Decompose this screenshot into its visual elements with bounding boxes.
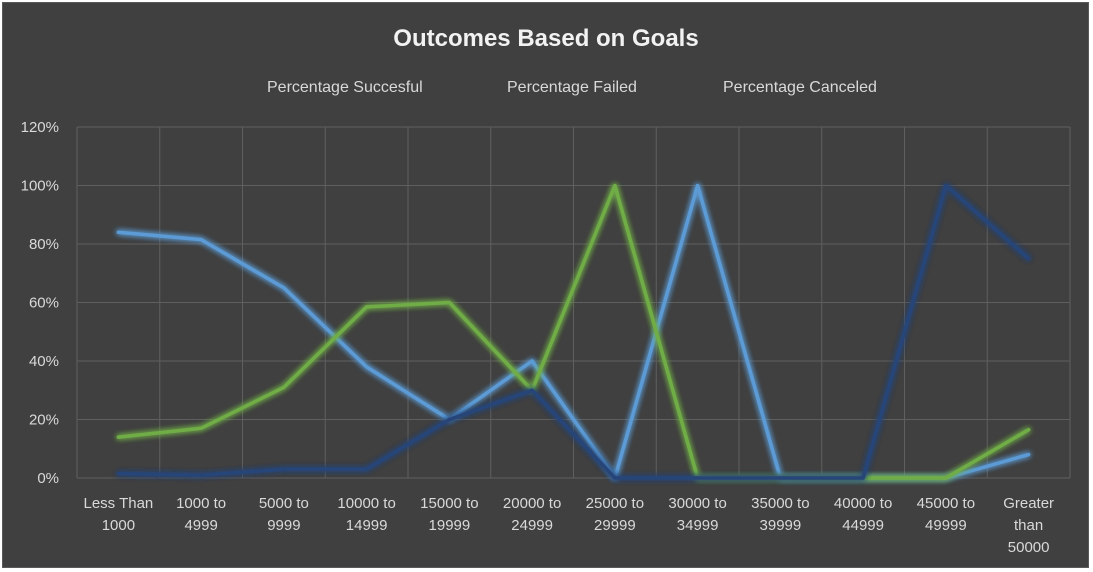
legend: Percentage Succesful Percentage Failed Per… <box>219 79 877 96</box>
y-tick-label: 80% <box>29 236 59 253</box>
legend-label: Percentage Succesful <box>267 79 423 96</box>
x-tick-label: 1000 to 4999 <box>176 495 226 534</box>
data-point-percentage-succesful <box>365 365 369 369</box>
y-tick-label: 20% <box>29 412 59 429</box>
data-point-percentage-failed <box>365 305 369 309</box>
data-point-percentage-canceled <box>613 476 617 480</box>
gridlines <box>76 126 1071 479</box>
x-tick-label: 40000 to 44999 <box>834 495 892 534</box>
legend-label: Percentage Failed <box>507 79 637 96</box>
data-point-percentage-failed <box>1027 428 1031 432</box>
data-point-percentage-canceled <box>116 472 120 476</box>
y-tick-label: 100% <box>21 178 59 195</box>
x-tick-label: 30000 to 34999 <box>668 495 726 534</box>
x-tick-label: 15000 to 19999 <box>420 495 478 534</box>
data-point-percentage-failed <box>199 426 203 430</box>
x-tick-label: 35000 to 39999 <box>751 495 809 534</box>
data-point-percentage-canceled <box>944 184 948 187</box>
data-point-percentage-canceled <box>696 476 700 480</box>
y-tick-label: 120% <box>21 119 59 136</box>
x-tick-label: 45000 to 49999 <box>917 495 975 534</box>
x-tick-label: 5000 to 9999 <box>259 495 309 534</box>
legend-label: Percentage Canceled <box>723 79 877 96</box>
data-point-percentage-succesful <box>1027 453 1031 457</box>
data-point-percentage-failed <box>282 385 286 389</box>
y-axis: 0% 20% 40% 60% 80% 100% 120% <box>21 119 59 487</box>
data-point-percentage-failed <box>613 184 617 187</box>
legend-item-percentage-succesful: Percentage Succesful <box>219 79 423 96</box>
legend-item-percentage-canceled: Percentage Canceled <box>675 79 877 96</box>
x-tick-label: 20000 to 24999 <box>503 495 561 534</box>
y-tick-label: 0% <box>37 470 59 487</box>
y-tick-label: 60% <box>29 295 59 312</box>
data-point-percentage-canceled <box>365 467 369 471</box>
series-group <box>116 183 1031 480</box>
line-chart: Outcomes Based on Goals Percentage Succe… <box>21 25 1071 556</box>
data-point-percentage-canceled <box>861 476 865 480</box>
data-point-percentage-succesful <box>282 286 286 290</box>
data-point-percentage-canceled <box>199 473 203 477</box>
x-tick-label: 10000 to 14999 <box>337 495 395 534</box>
data-point-percentage-failed <box>944 476 948 480</box>
series-line-percentage-canceled <box>116 183 1031 480</box>
data-point-percentage-succesful <box>696 184 700 187</box>
data-point-percentage-failed <box>116 435 120 439</box>
data-point-percentage-canceled <box>1027 257 1031 261</box>
chart-title: Outcomes Based on Goals <box>393 25 698 52</box>
x-tick-label: 25000 to 29999 <box>586 495 644 534</box>
data-point-percentage-canceled <box>282 467 286 471</box>
data-point-percentage-failed <box>447 301 451 304</box>
data-point-percentage-succesful <box>530 359 534 363</box>
x-axis: Less Than 1000 1000 to 4999 5000 to 9999 10000… <box>83 495 1054 556</box>
data-point-percentage-canceled <box>530 388 534 392</box>
series-line-percentage-failed <box>116 183 1031 480</box>
legend-item-percentage-failed: Percentage Failed <box>459 79 637 96</box>
x-tick-label: Greater than 50000 <box>1003 495 1054 556</box>
data-point-percentage-succesful <box>116 230 120 234</box>
x-tick-label: Less Than 1000 <box>83 495 153 534</box>
data-point-percentage-succesful <box>199 238 203 242</box>
data-point-percentage-canceled <box>778 476 782 480</box>
data-point-percentage-canceled <box>447 418 451 421</box>
y-tick-label: 40% <box>29 353 59 370</box>
